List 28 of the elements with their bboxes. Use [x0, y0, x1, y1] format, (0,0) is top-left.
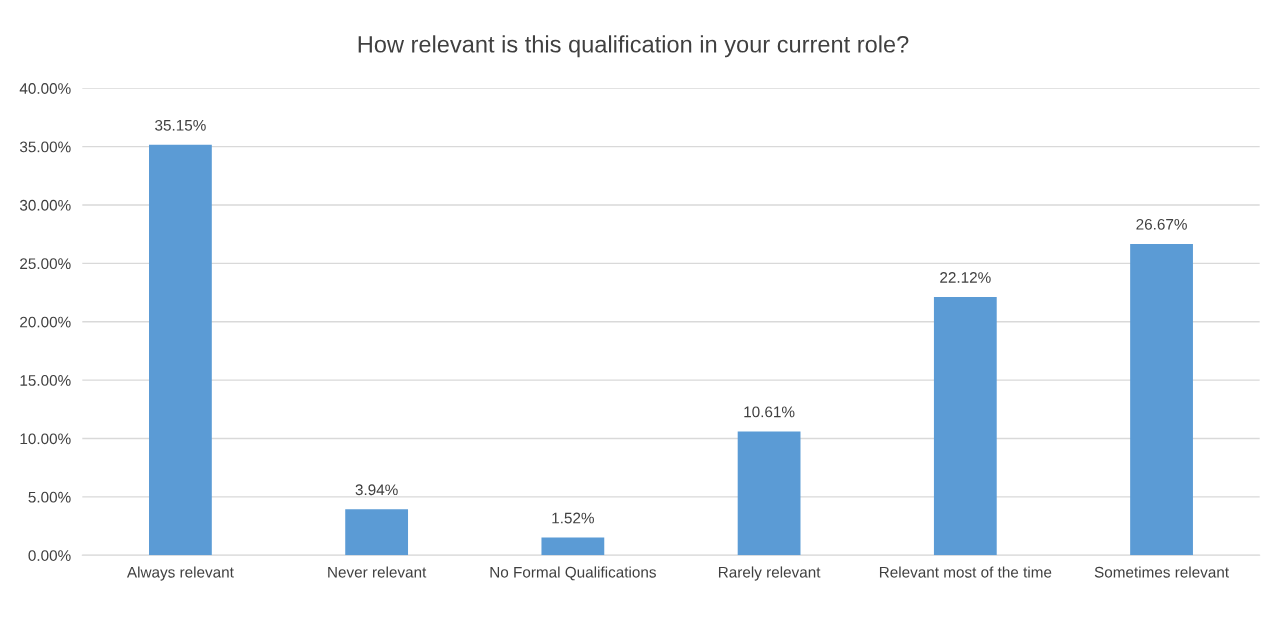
data-label: 1.52% [552, 512, 594, 524]
chart-title: How relevant is this qualification in your current role? [358, 35, 909, 58]
bar [541, 537, 605, 556]
bar [1130, 243, 1193, 556]
data-label: 10.61% [744, 406, 795, 418]
bar [933, 297, 997, 556]
y-tick-label: 10.00% [20, 433, 71, 445]
y-tick-label: 35.00% [19, 141, 71, 153]
x-tick-label: Relevant most of the time [879, 566, 1052, 578]
x-tick-label: Rarely relevant [718, 566, 821, 581]
bar [149, 144, 212, 556]
data-label: 35.15% [155, 119, 206, 131]
y-tick-label: 5.00% [28, 491, 71, 503]
data-label: 3.94% [355, 484, 398, 496]
bar [737, 431, 801, 556]
y-tick-label: 40.00% [19, 83, 71, 94]
y-tick-label: 0.00% [28, 550, 71, 561]
y-tick-label: 30.00% [19, 199, 71, 211]
data-label: 26.67% [1136, 218, 1187, 230]
x-tick-label: Never relevant [328, 566, 427, 578]
bar [345, 509, 409, 556]
x-tick-label: Sometimes relevant [1094, 566, 1229, 578]
y-tick-label: 15.00% [20, 375, 71, 386]
y-tick-label: 25.00% [20, 258, 71, 270]
data-label: 22.12% [940, 272, 991, 283]
y-tick-label: 20.00% [20, 316, 71, 328]
x-tick-label: Always relevant [126, 566, 234, 581]
x-tick-label: No Formal Qualifications [490, 566, 656, 581]
